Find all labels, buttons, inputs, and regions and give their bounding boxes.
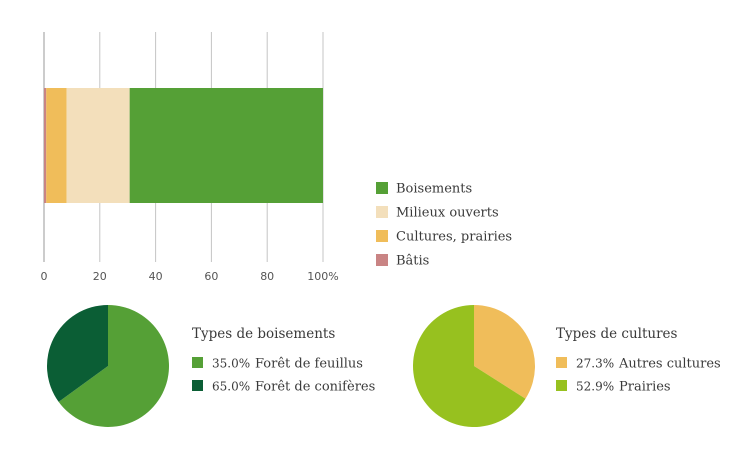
pie-legend-swatch-autres-cultures bbox=[556, 357, 567, 368]
pie-slice-autres-cultures bbox=[474, 305, 535, 399]
legend-label-boisements: Boisements bbox=[396, 182, 472, 197]
pie-legend-swatch-foret-de-feuillus bbox=[192, 357, 203, 368]
pie-slice-foret-de-feuillus bbox=[58, 305, 170, 427]
pie-slice-prairies bbox=[412, 305, 526, 427]
pie-legend-swatch-foret-de-coniferes bbox=[192, 380, 203, 391]
pie-legend-percent: 65.0% bbox=[212, 380, 250, 394]
x-tick-label: 40 bbox=[149, 270, 163, 283]
x-axis-tick-labels: 0 20 40 60 80 100% bbox=[41, 270, 339, 283]
pie-legend-percent: 35.0% bbox=[212, 357, 250, 371]
pie-chart-boisements bbox=[47, 305, 170, 427]
pie-legend-label-foret-de-coniferes: Forêt de conifères bbox=[255, 380, 375, 395]
legend-label-cultures-prairies: Cultures, prairies bbox=[396, 230, 512, 245]
pie-legend-percent: 52.9% bbox=[576, 380, 614, 394]
pie-legend-cultures: Types de cultures 27.3% Autres cultures 52.… bbox=[556, 326, 721, 395]
legend-label-batis: Bâtis bbox=[396, 254, 429, 269]
pie-legend-label-foret-de-feuillus: Forêt de feuillus bbox=[255, 357, 363, 372]
pie-legend-percent: 27.3% bbox=[576, 357, 614, 371]
stacked-bar bbox=[44, 88, 323, 203]
bar-legend: Boisements Milieux ouverts Cultures, prair… bbox=[376, 182, 512, 269]
x-tick-label: 0 bbox=[41, 270, 48, 283]
pie-slice-foret-de-coniferes bbox=[47, 305, 108, 402]
x-tick-label: 20 bbox=[93, 270, 107, 283]
legend-swatch-batis bbox=[376, 254, 388, 266]
x-tick-label: 80 bbox=[260, 270, 274, 283]
pie-legend-label-autres-cultures: Autres cultures bbox=[618, 357, 721, 372]
bar-segment-cultures-prairies bbox=[46, 88, 67, 203]
pie-legend-swatch-prairies bbox=[556, 380, 567, 391]
legend-swatch-boisements bbox=[376, 182, 388, 194]
x-tick-label: 100% bbox=[307, 270, 338, 283]
bar-segment-boisements bbox=[129, 88, 323, 203]
bar-segment-batis bbox=[44, 88, 47, 203]
bar-segment-milieux-ouverts bbox=[66, 88, 130, 203]
legend-label-milieux-ouverts: Milieux ouverts bbox=[396, 206, 499, 221]
pie-title: Types de cultures bbox=[556, 326, 678, 342]
x-tick-label: 60 bbox=[204, 270, 218, 283]
pie-legend-boisements: Types de boisements 35.0% Forêt de feuillu… bbox=[192, 326, 375, 395]
pie-title: Types de boisements bbox=[192, 326, 335, 342]
legend-swatch-cultures-prairies bbox=[376, 230, 388, 242]
pie-legend-label-prairies: Prairies bbox=[619, 380, 671, 395]
legend-swatch-milieux-ouverts bbox=[376, 206, 388, 218]
pie-chart-cultures bbox=[412, 305, 535, 427]
